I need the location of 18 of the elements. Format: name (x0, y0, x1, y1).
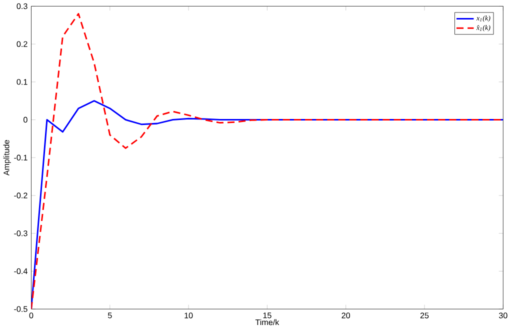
y-tick-label: -0.2 (14, 192, 28, 198)
y-tick-label: -0.4 (14, 268, 28, 274)
x-axis-title: Time/k (255, 318, 280, 325)
x-tick-label: 25 (420, 312, 429, 318)
y-tick-label: -0.3 (14, 230, 28, 236)
y-tick-label: 0.1 (16, 78, 28, 85)
x-tick-label: 20 (342, 312, 350, 318)
y-tick-label: 0.3 (16, 3, 28, 9)
y-tick-label: -0.5 (14, 306, 28, 312)
x-tick-label: 30 (498, 312, 508, 318)
y-axis-title: Amplitude (3, 140, 11, 176)
y-tick-label: 0.2 (16, 40, 28, 47)
x-tick-label: 15 (263, 312, 272, 318)
y-tick-label: 0 (24, 116, 28, 122)
x-tick-label: 10 (184, 312, 193, 318)
x-tick-label: 5 (108, 312, 112, 318)
y-tick-label: -0.1 (14, 154, 28, 160)
x-tick-label: 0 (29, 312, 34, 318)
